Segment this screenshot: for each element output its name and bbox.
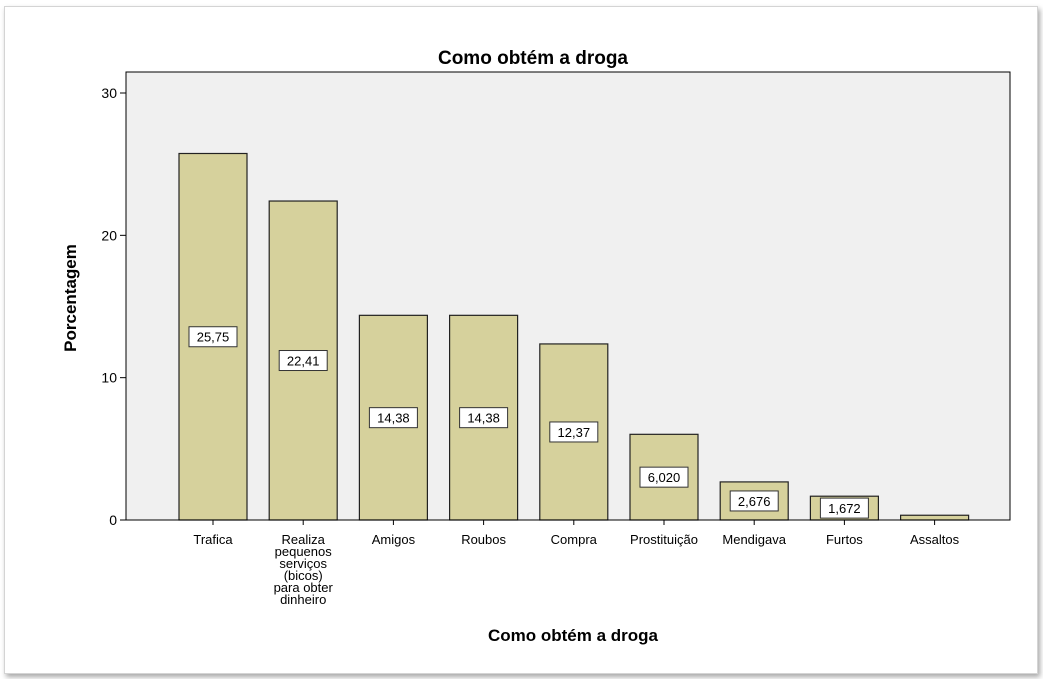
x-axis: Trafica Realiza pequenos serviços (bicos) par… (126, 519, 1010, 607)
x-axis-label: Como obtém a droga (488, 626, 659, 645)
x-tick-label: Amigos (372, 532, 416, 547)
y-tick-label: 0 (109, 512, 117, 528)
x-tick-label: Mendigava (722, 532, 786, 547)
y-axis-label: Porcentagem (61, 244, 80, 352)
y-axis: 0 10 20 30 (101, 85, 126, 528)
data-label: 6,020 (648, 470, 681, 485)
chart-title: Como obtém a droga (438, 48, 628, 69)
data-label: 12,37 (558, 425, 591, 440)
y-tick-label: 10 (101, 370, 117, 386)
data-label-box (278, 350, 328, 372)
x-tick-label: Prostituição (630, 532, 698, 547)
bars: 25,75 22,41 14,38 14,38 12,37 6,020 2,676 1,672 (178, 152, 970, 521)
x-tick-label: Compra (551, 532, 598, 547)
data-label: 22,41 (287, 354, 320, 369)
data-label-box (188, 326, 238, 348)
data-label-box (639, 466, 689, 488)
x-tick-label: Assaltos (910, 532, 960, 547)
x-tick-label: Roubos (461, 532, 506, 547)
data-label: 25,75 (197, 330, 230, 345)
data-label-box (549, 421, 599, 443)
data-label: 1,672 (828, 501, 861, 516)
x-tick-label: Realiza pequenos serviços (bicos) para obter… (274, 532, 334, 607)
data-label: 14,38 (377, 411, 410, 426)
data-label-box (729, 490, 779, 512)
data-label-box (459, 407, 509, 429)
y-tick-label: 30 (101, 85, 117, 101)
bar-9 (899, 514, 970, 521)
data-label-box (368, 407, 418, 429)
x-tick-label: Trafica (193, 532, 233, 547)
y-tick-label: 20 (101, 227, 117, 243)
data-label: 14,38 (467, 411, 500, 426)
data-label-box (819, 497, 869, 519)
data-label: 2,676 (738, 494, 771, 509)
x-tick-label: Furtos (826, 532, 863, 547)
